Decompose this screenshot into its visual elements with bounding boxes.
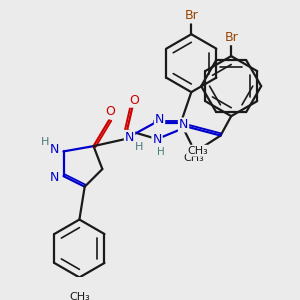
Text: H: H (158, 148, 165, 158)
Text: H: H (41, 136, 49, 146)
Text: CH₃: CH₃ (187, 146, 208, 156)
Text: O: O (105, 105, 115, 119)
Text: N: N (50, 171, 59, 184)
Text: N: N (155, 113, 164, 126)
Text: N: N (152, 133, 162, 146)
Text: Br: Br (224, 31, 238, 44)
Text: N: N (50, 143, 59, 156)
Text: N: N (125, 131, 134, 144)
Text: Br: Br (185, 9, 199, 22)
Text: CH₃: CH₃ (69, 292, 90, 300)
Text: CH₃: CH₃ (184, 153, 205, 163)
Text: N: N (179, 118, 188, 131)
Text: O: O (129, 94, 139, 107)
Text: H: H (134, 142, 143, 152)
